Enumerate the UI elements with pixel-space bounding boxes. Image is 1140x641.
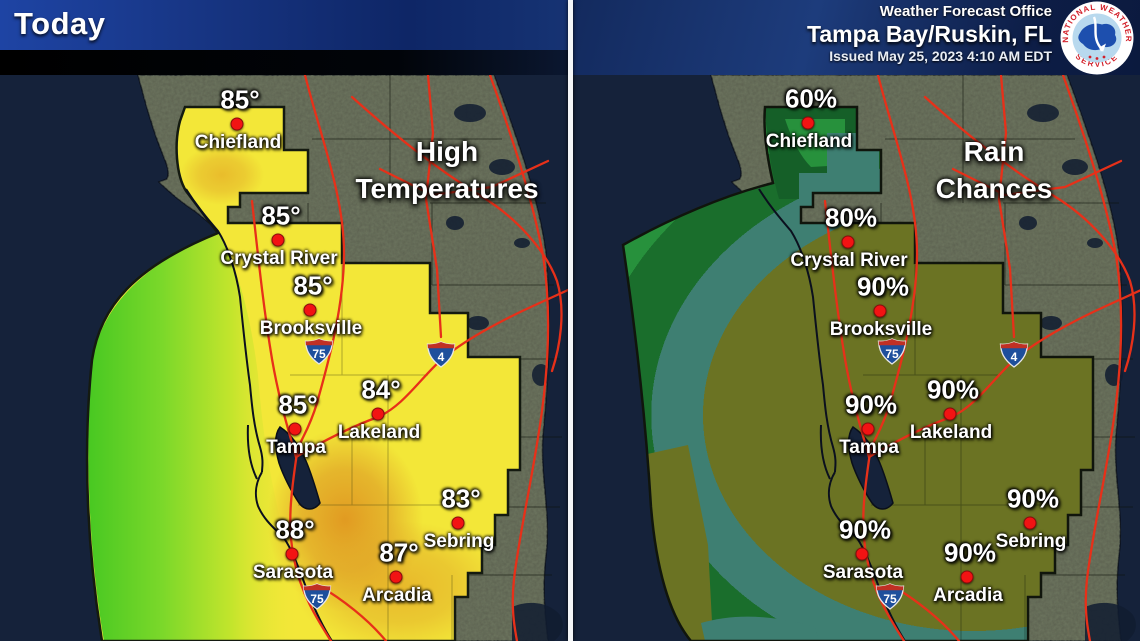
interstate-75-shield-icon: 75 — [875, 583, 905, 615]
city-value-label: 85° — [278, 389, 318, 420]
interstate-4-shield-icon: 4 — [426, 341, 456, 373]
city-dot — [389, 570, 403, 584]
marker-layer-temperatures: High Temperatures 85° Chiefland 85° Crystal R… — [0, 75, 568, 641]
high-temperatures-title: High Temperatures — [355, 136, 539, 204]
issued-timestamp: Issued May 25, 2023 4:10 AM EDT — [829, 48, 1052, 64]
city-dot — [271, 233, 285, 247]
marker-layer-rain: Rain Chances 60% Chiefland 80% Crystal River 9… — [573, 75, 1140, 641]
city-value-label: 60% — [784, 83, 838, 114]
city-name-label: Sarasota — [822, 562, 904, 583]
florida-map-temperatures — [0, 75, 568, 641]
city-dot — [943, 407, 957, 421]
left-header-bar: Today — [0, 0, 568, 50]
city-name-label: Tampa — [266, 437, 326, 458]
city-dot — [451, 516, 465, 530]
interstate-4-shield-icon: 4 — [999, 341, 1029, 373]
svg-text:75: 75 — [310, 592, 324, 606]
city-name-label: Chiefland — [765, 131, 853, 152]
office-name-line: Weather Forecast Office — [879, 3, 1052, 20]
city-dot — [801, 116, 815, 130]
city-value-label: 90% — [1006, 483, 1060, 514]
city-dot — [873, 304, 887, 318]
interstate-75-shield-icon: 75 — [302, 583, 332, 615]
city-value-label: 85° — [220, 84, 260, 115]
city-dot — [371, 407, 385, 421]
interstate-75-shield-icon: 75 — [304, 338, 334, 370]
city-name-label: Brooksville — [259, 318, 363, 339]
city-dot — [960, 570, 974, 584]
svg-text:75: 75 — [883, 592, 897, 606]
city-name-label: Lakeland — [337, 422, 421, 443]
logo-bird-icon — [1092, 16, 1104, 52]
city-dot — [841, 235, 855, 249]
city-dot — [288, 422, 302, 436]
city-value-label: 83° — [441, 483, 481, 514]
city-value-label: 90% — [926, 374, 980, 405]
rain-chances-title: Rain Chances — [935, 136, 1053, 204]
right-header-bar: Weather Forecast Office Tampa Bay/Ruskin… — [573, 0, 1140, 75]
city-value-label: 90% — [856, 271, 910, 302]
logo-map-shape — [1078, 23, 1117, 51]
interstate-75-shield-icon: 75 — [877, 338, 907, 370]
city-name-label: Sebring — [423, 531, 495, 552]
city-dot — [1023, 516, 1037, 530]
period-title: Today — [14, 6, 106, 41]
florida-map-rain — [573, 75, 1140, 641]
city-value-label: 88° — [275, 514, 315, 545]
city-dot — [855, 547, 869, 561]
svg-text:75: 75 — [885, 347, 899, 361]
city-name-label: Tampa — [839, 437, 899, 458]
city-dot — [285, 547, 299, 561]
svg-text:75: 75 — [312, 347, 326, 361]
svg-text:4: 4 — [1011, 350, 1018, 364]
city-name-label: Sebring — [995, 531, 1067, 552]
map-high-temperatures: High Temperatures 85° Chiefland 85° Crystal R… — [0, 75, 568, 641]
city-value-label: 85° — [293, 270, 333, 301]
office-location-line: Tampa Bay/Ruskin, FL — [807, 21, 1052, 47]
city-name-label: Lakeland — [909, 422, 993, 443]
city-value-label: 84° — [361, 374, 401, 405]
city-name-label: Sarasota — [252, 562, 334, 583]
city-value-label: 85° — [261, 200, 301, 231]
svg-text:4: 4 — [438, 350, 445, 364]
panel-divider — [568, 0, 573, 641]
nws-logo: NATIONAL WEATHER SERVICE — [1060, 1, 1134, 75]
city-value-label: 87° — [379, 537, 419, 568]
city-dot — [861, 422, 875, 436]
city-value-label: 80% — [824, 202, 878, 233]
city-name-label: Crystal River — [790, 250, 908, 271]
city-name-label: Arcadia — [933, 585, 1003, 606]
city-value-label: 90% — [838, 514, 892, 545]
panel-high-temperatures: Today — [0, 0, 568, 641]
city-value-label: 90% — [844, 389, 898, 420]
city-dot — [230, 117, 244, 131]
city-name-label: Arcadia — [362, 585, 432, 606]
city-dot — [303, 303, 317, 317]
header-divider-strip — [0, 50, 568, 75]
city-name-label: Chiefland — [194, 132, 282, 153]
map-rain-chances: Rain Chances 60% Chiefland 80% Crystal River 9… — [573, 75, 1140, 641]
city-value-label: 90% — [943, 537, 997, 568]
office-header-text: Weather Forecast Office Tampa Bay/Ruskin… — [807, 3, 1052, 65]
city-name-label: Crystal River — [220, 248, 338, 269]
panel-rain-chances: Weather Forecast Office Tampa Bay/Ruskin… — [573, 0, 1140, 641]
city-name-label: Brooksville — [829, 319, 933, 340]
